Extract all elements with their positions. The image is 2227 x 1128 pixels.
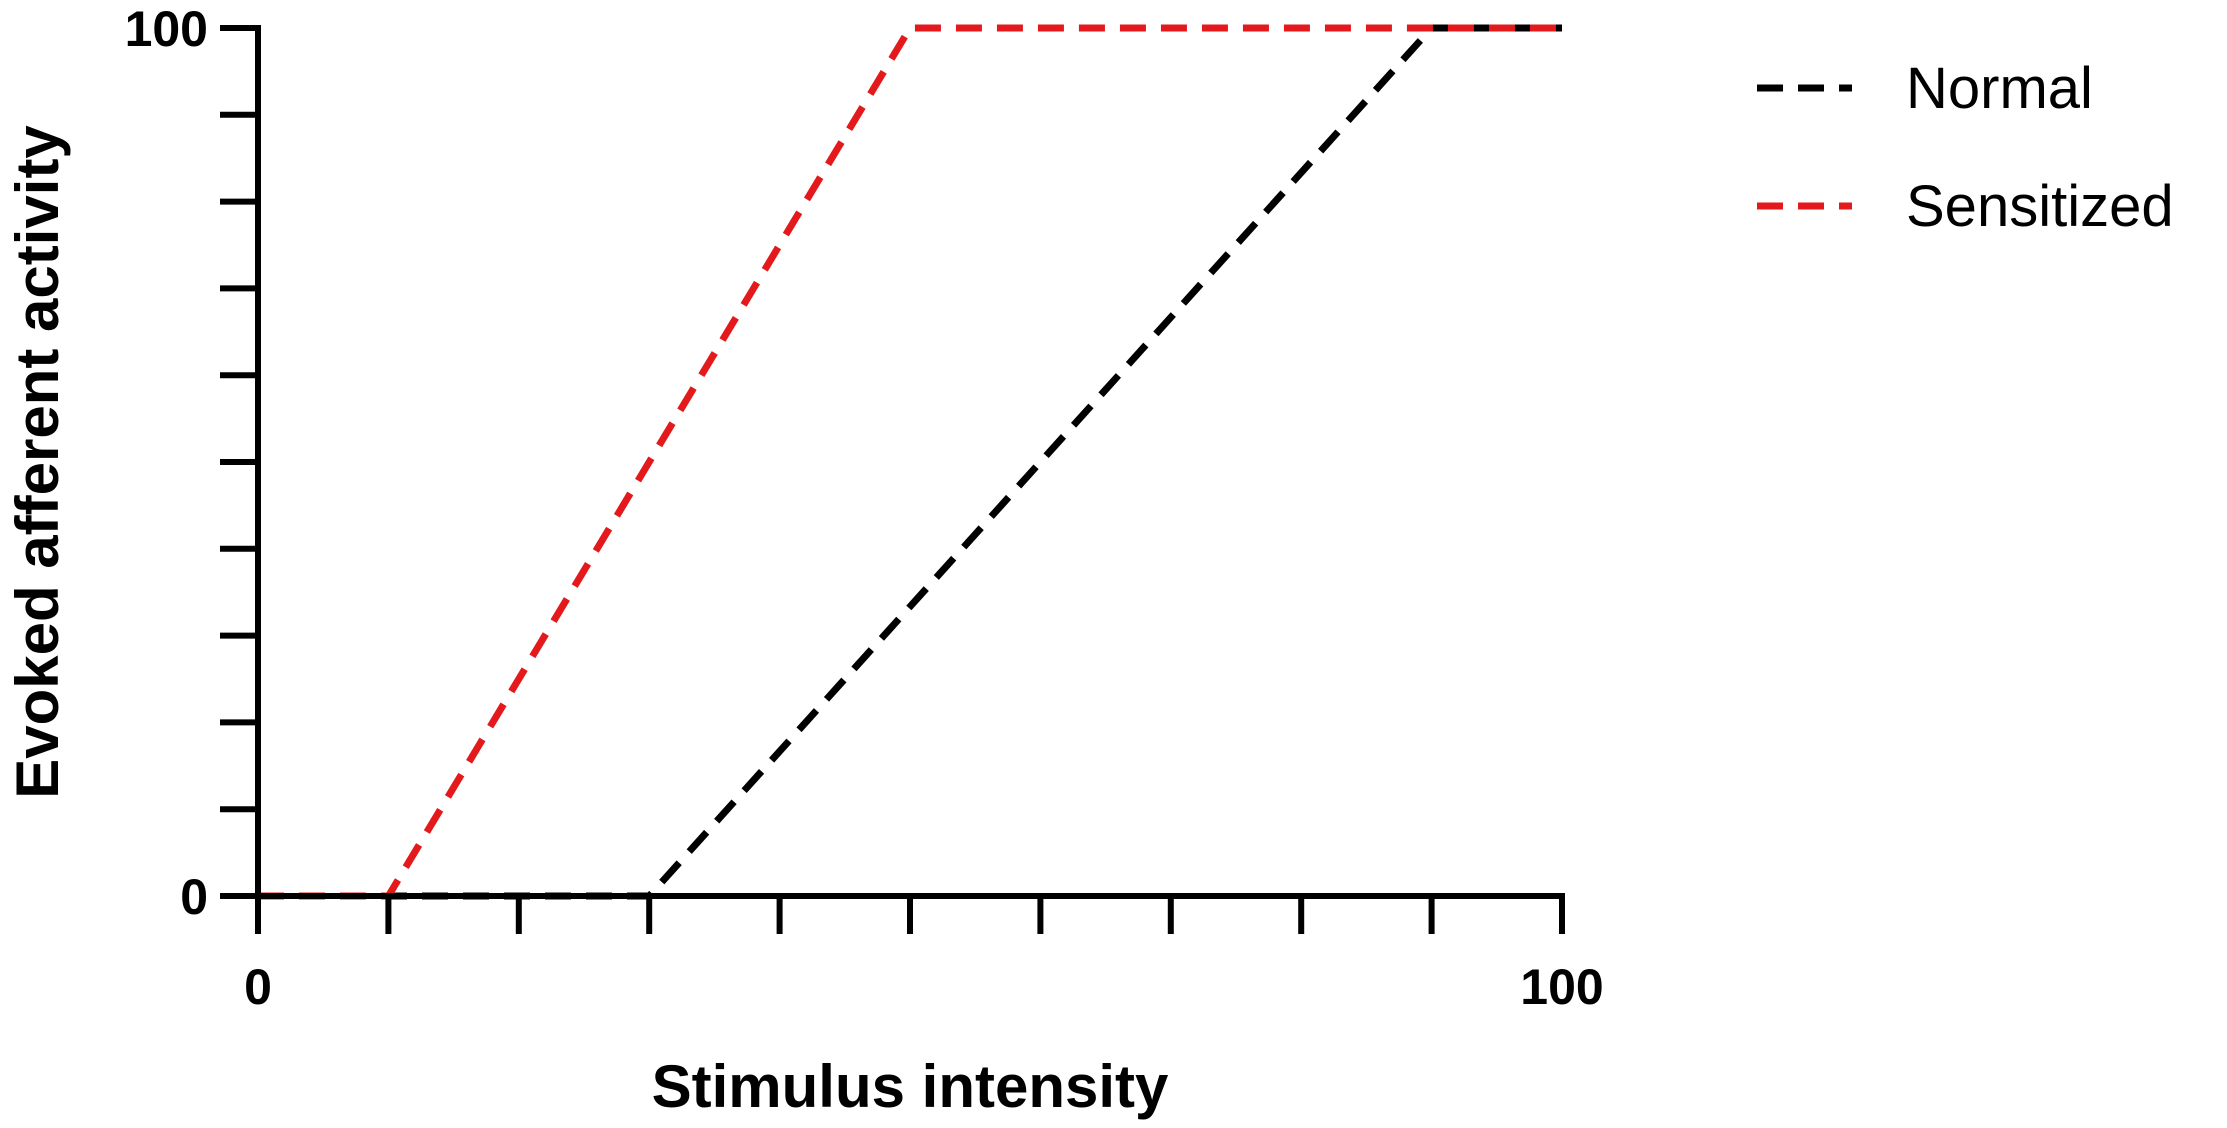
legend-label-normal: Normal	[1906, 56, 2093, 121]
x-tick-label: 0	[244, 959, 272, 1015]
legend: Normal Sensitized	[1757, 56, 2174, 239]
series-layer	[258, 24, 1562, 900]
legend-label-sensitized: Sensitized	[1906, 174, 2174, 239]
series-line-sensitized	[258, 24, 1562, 900]
y-tick-label: 100	[125, 1, 208, 57]
x-tick-label: 100	[1520, 959, 1603, 1015]
x-axis-title: Stimulus intensity	[652, 1053, 1169, 1120]
y-tick-label: 0	[180, 869, 208, 925]
series-line-normal	[258, 24, 1562, 900]
y-axis-title: Evoked afferent activity	[4, 125, 71, 799]
axes: 0 100 0 100	[125, 1, 1604, 1015]
